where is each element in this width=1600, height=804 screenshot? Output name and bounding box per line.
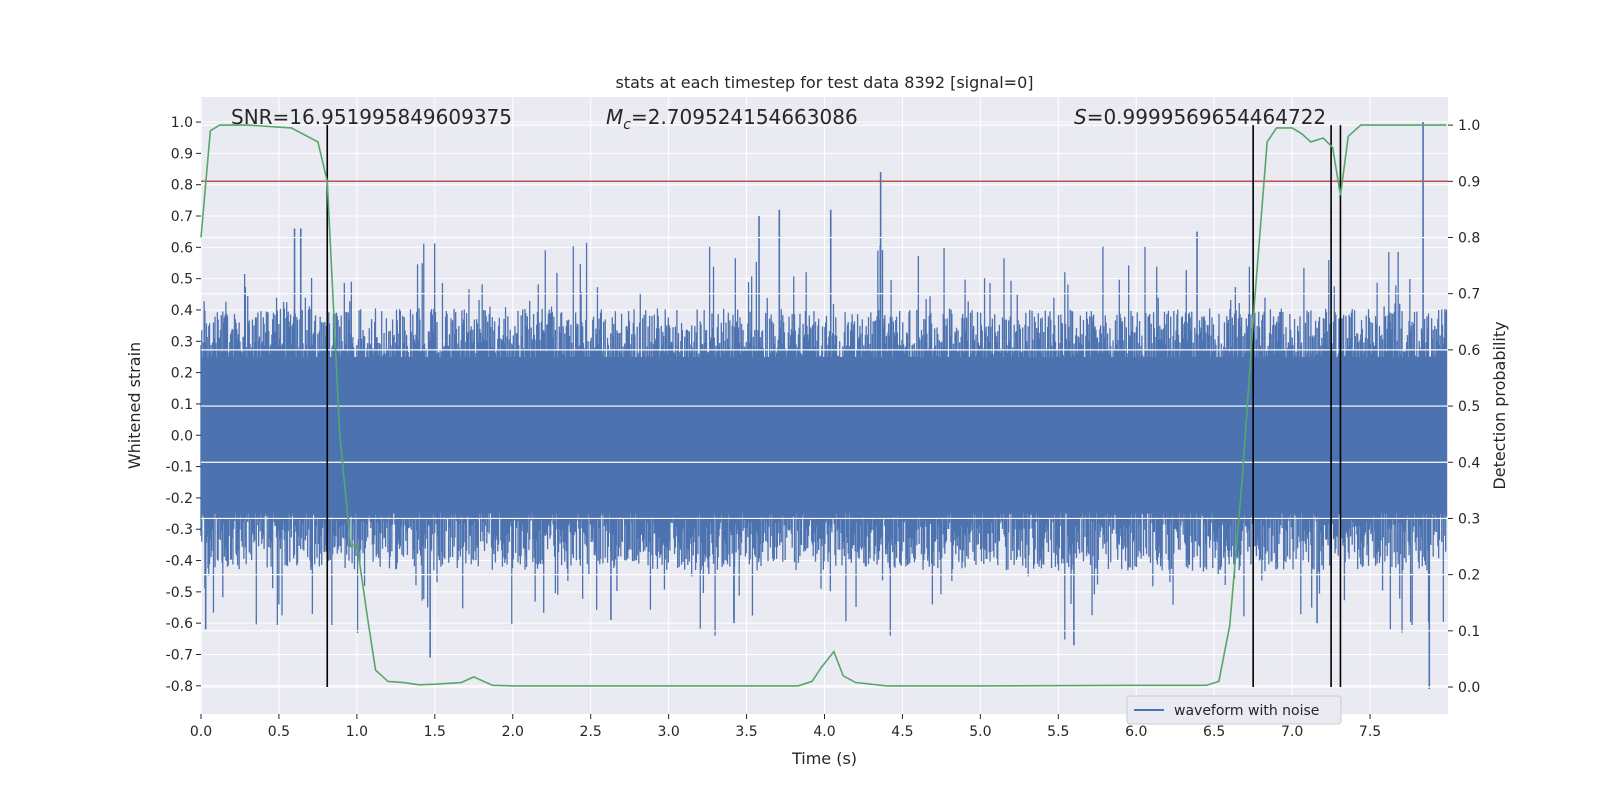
x-tick-label: 3.0 xyxy=(657,724,679,740)
legend-box xyxy=(1126,695,1342,725)
x-tick-label: 7.5 xyxy=(1359,724,1381,740)
y-tick-label: 1.0 xyxy=(171,115,193,131)
y-tick-label: 0.8 xyxy=(171,178,193,194)
waveform-core-band xyxy=(201,356,1447,514)
y2-tick-label: 0.0 xyxy=(1458,680,1480,696)
legend: waveform with noise xyxy=(1126,695,1342,725)
y2-tick-label: 0.3 xyxy=(1458,511,1480,527)
y2-tick-label: 0.1 xyxy=(1458,624,1480,640)
y-tick-label: -0.4 xyxy=(166,554,193,570)
overlay-lines xyxy=(201,124,1448,688)
y2-tick-label: 0.9 xyxy=(1458,174,1480,190)
legend-label-waveform: waveform with noise xyxy=(1174,703,1319,719)
y-tick-label: 0.5 xyxy=(171,272,193,288)
x-tick-label: 0.5 xyxy=(268,724,290,740)
y2-tick-label: 0.7 xyxy=(1458,287,1480,303)
x-tick-label: 1.0 xyxy=(346,724,368,740)
y2-tick-label: 0.4 xyxy=(1458,455,1480,471)
x-tick-label: 2.5 xyxy=(580,724,602,740)
y2-tick-label: 0.5 xyxy=(1458,399,1480,415)
y-tick-label: -0.8 xyxy=(166,679,193,695)
chirp-mass-annotation: Mc=2.709524154663086 xyxy=(606,105,858,133)
s-symbol: S xyxy=(1074,105,1087,129)
x-tick-label: 0.0 xyxy=(190,724,212,740)
x-tick-label: 3.5 xyxy=(735,724,757,740)
y2-tick-label: 0.2 xyxy=(1458,568,1480,584)
y-tick-label: 0.9 xyxy=(171,146,193,162)
mc-subscript: c xyxy=(623,117,631,133)
y-tick-label: -0.7 xyxy=(166,647,193,663)
x-tick-label: 5.5 xyxy=(1047,724,1069,740)
y-tick-label: -0.3 xyxy=(166,522,193,538)
x-tick-label: 4.5 xyxy=(891,724,913,740)
y-tick-label: 0.7 xyxy=(171,209,193,225)
y2-tick-label: 1.0 xyxy=(1458,118,1480,134)
y-tick-label: 0.0 xyxy=(171,428,193,444)
snr-annotation: SNR=16.951995849609375 xyxy=(231,105,512,129)
s-value: =0.9999569654464722 xyxy=(1087,105,1326,129)
s-annotation: S=0.9999569654464722 xyxy=(1074,105,1326,129)
y-tick-label: -0.6 xyxy=(166,616,193,632)
y2-tick-label: 0.6 xyxy=(1458,343,1480,359)
y2-tick-label: 0.8 xyxy=(1458,230,1480,246)
x-tick-label: 6.5 xyxy=(1203,724,1225,740)
x-tick-label: 5.0 xyxy=(969,724,991,740)
y2-axis-title: Detection probability xyxy=(1490,321,1509,489)
x-tick-label: 4.0 xyxy=(813,724,835,740)
y-tick-label: 0.6 xyxy=(171,240,193,256)
y-tick-label: -0.5 xyxy=(166,585,193,601)
y-tick-label: 0.4 xyxy=(171,303,193,319)
y-tick-label: 0.3 xyxy=(171,334,193,350)
mc-symbol: M xyxy=(606,105,623,129)
mc-value: =2.709524154663086 xyxy=(631,105,858,129)
y-tick-label: -0.1 xyxy=(166,460,193,476)
x-tick-label: 7.0 xyxy=(1281,724,1303,740)
x-tick-label: 1.5 xyxy=(424,724,446,740)
probability-line xyxy=(200,124,1447,687)
x-tick-label: 2.0 xyxy=(502,724,524,740)
y-tick-label: 0.2 xyxy=(171,366,193,382)
x-axis-title: Time (s) xyxy=(791,749,857,768)
probability-series xyxy=(200,124,1447,687)
x-tick-label: 6.0 xyxy=(1125,724,1147,740)
y-axis-title: Whitened strain xyxy=(125,342,144,469)
y-tick-label: 0.1 xyxy=(171,397,193,413)
axes: 0.0 0.5 1.0 1.5 2.0 2.5 3.0 3.5 4.0 4.5 5.0 5.5 6.0 6… xyxy=(166,115,1481,740)
waveform-series xyxy=(200,122,1448,689)
y-tick-label: -0.2 xyxy=(166,491,193,507)
chart-title: stats at each timestep for test data 839… xyxy=(615,73,1033,92)
